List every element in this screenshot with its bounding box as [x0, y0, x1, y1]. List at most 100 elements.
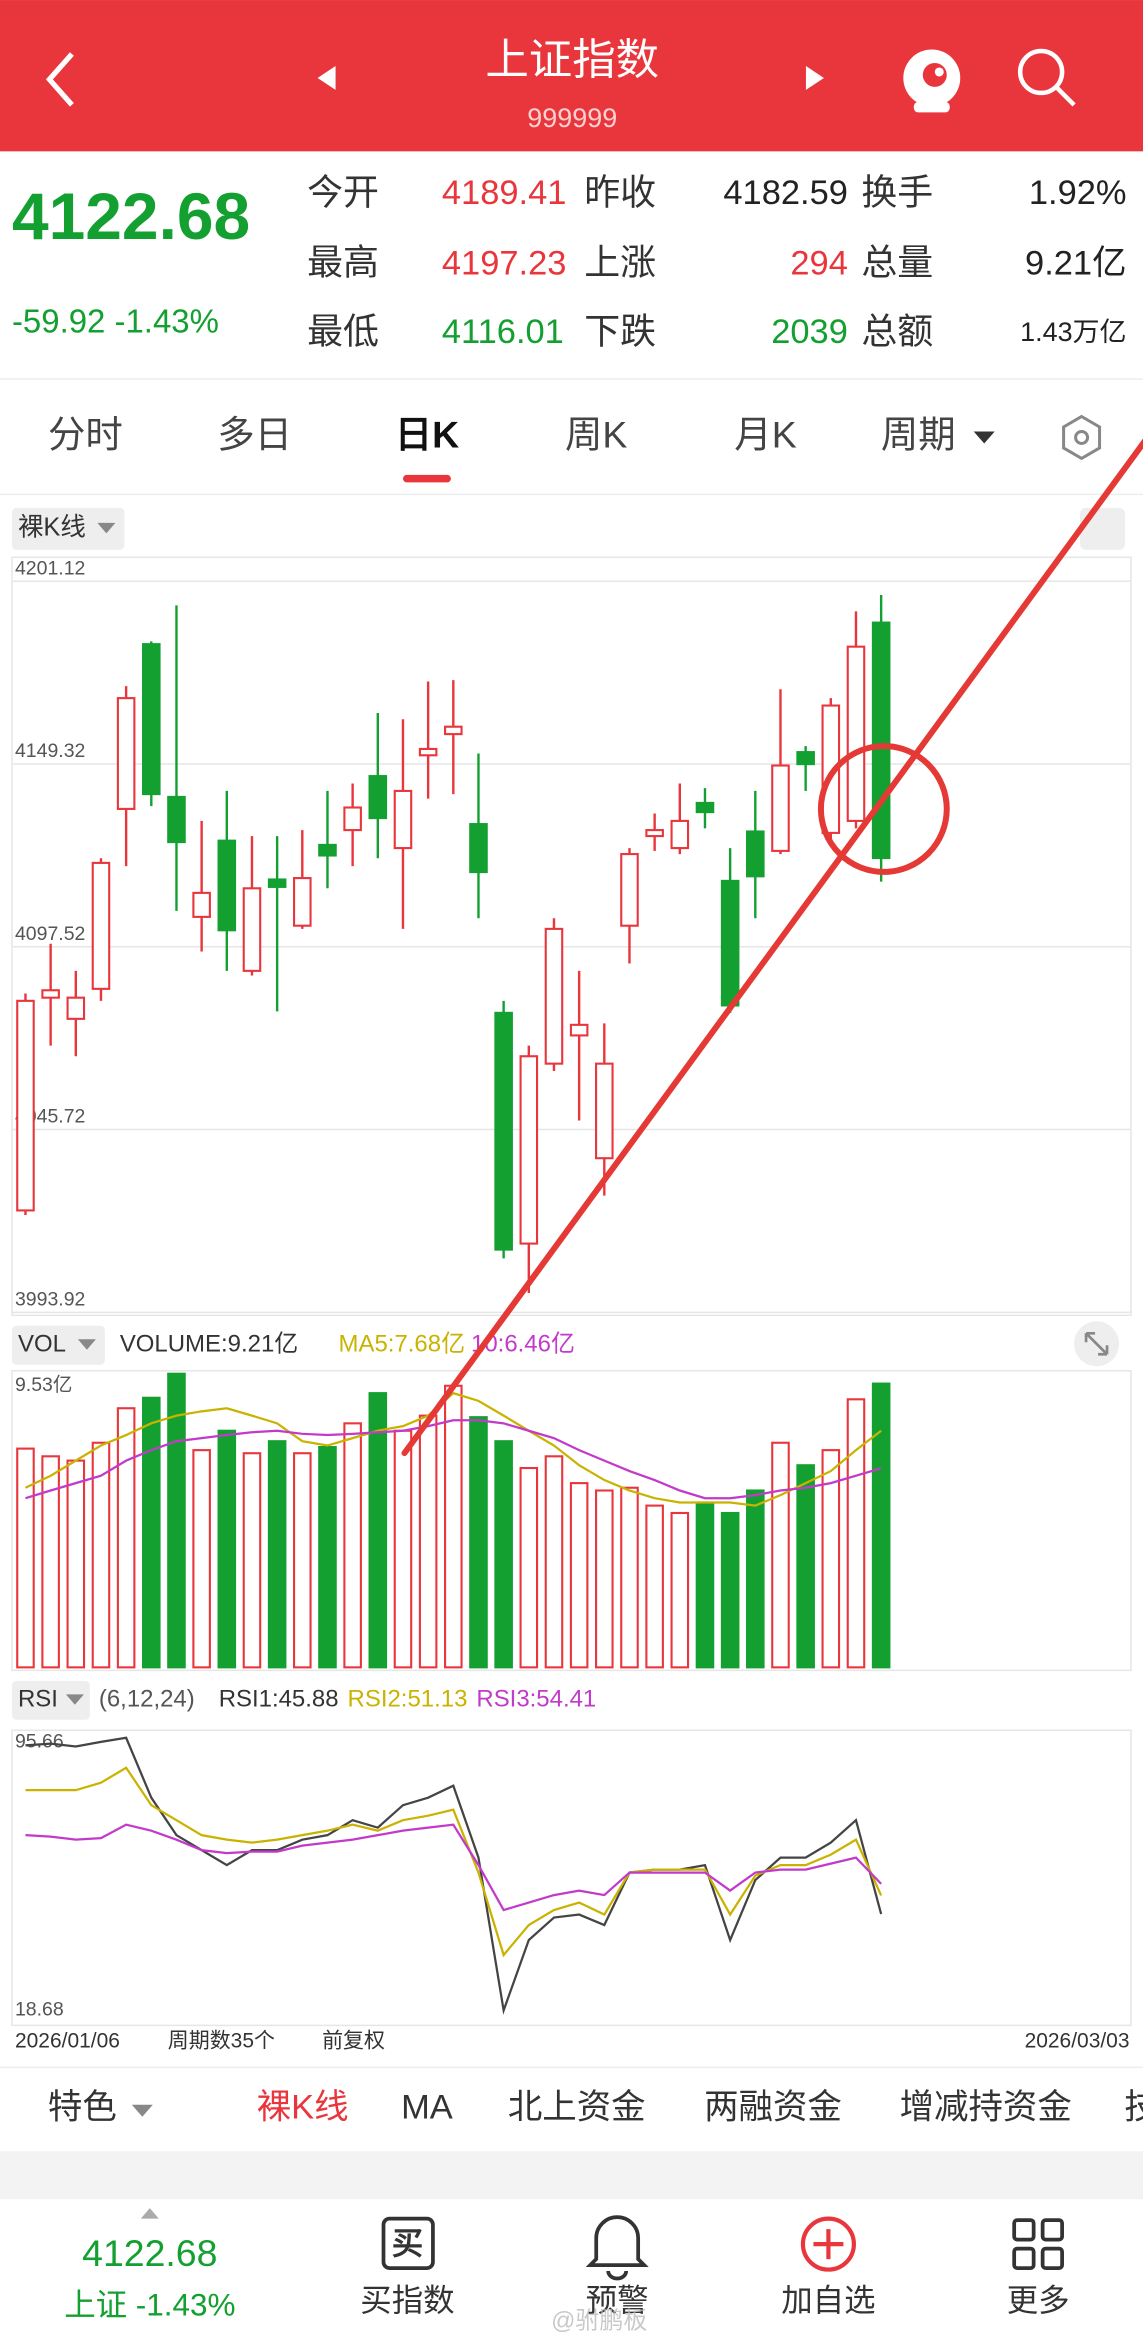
rsi-mode-button[interactable] [11, 1680, 90, 1720]
watermark: @驸鹏板 [551, 2307, 647, 2334]
volume-bar [66, 1459, 86, 1669]
candle-body [771, 764, 790, 852]
period-tab[interactable]: 多日 [217, 413, 292, 455]
volume-bar [569, 1482, 589, 1669]
nav-item[interactable]: 更多 [1007, 2283, 1070, 2318]
indicator-tab[interactable]: MA [401, 2088, 453, 2126]
candle-body [444, 725, 463, 736]
candle-body [871, 621, 891, 860]
volume-legend: VOLUME:9.21亿 [120, 1331, 298, 1358]
candle-body [16, 999, 35, 1212]
period-tab[interactable]: 周K [565, 413, 627, 455]
kline-mode-label: 裸K线 [18, 514, 86, 542]
quote-value: 4116.01 [442, 313, 564, 351]
y-tick-label: 4097.52 [15, 923, 85, 945]
more-cell [1040, 2218, 1064, 2242]
indicator-tab[interactable]: 特色 [48, 2088, 117, 2126]
volume-plot: 9.53亿 [15, 1372, 891, 1669]
candle-body [318, 843, 337, 857]
y-tick-label: 4201.12 [15, 557, 85, 579]
candle-body [242, 887, 262, 972]
volume-bar [670, 1511, 690, 1669]
dropdown-arrow [973, 431, 995, 444]
indicator-line [25, 1419, 882, 1500]
nav-item[interactable]: 加自选 [781, 2283, 875, 2318]
period-tab[interactable]: 周期 [881, 413, 956, 455]
volume-bar [444, 1384, 463, 1669]
period-tab[interactable]: 日K [395, 413, 459, 455]
volume-bar [318, 1446, 337, 1669]
quote-label: 昨收 [584, 171, 656, 212]
buy-icon-text: 买 [392, 2226, 423, 2261]
panel-toggle[interactable] [1080, 507, 1126, 550]
candle-body [167, 795, 186, 844]
candle-body [393, 789, 413, 850]
volume-bar [519, 1466, 539, 1669]
period-count: 周期数35个 [168, 2029, 275, 2052]
back-button[interactable] [45, 52, 74, 107]
indicator-tab[interactable]: 技 [1124, 2088, 1143, 2126]
candle-body [519, 1055, 539, 1245]
candle-body [720, 879, 740, 1007]
search-lens [1017, 48, 1065, 96]
expand-button[interactable] [1074, 1321, 1120, 1367]
candle-body [368, 775, 388, 820]
prev-button[interactable] [317, 65, 336, 90]
more-icon [1012, 2218, 1064, 2270]
indicator-tab[interactable]: 北上资金 [508, 2088, 646, 2126]
volume-ma-legend: MA5:7.68亿 10:6.46亿 [339, 1331, 575, 1358]
dropdown-arrow [131, 2104, 153, 2117]
settings-button[interactable] [1062, 414, 1102, 461]
candle-body [469, 823, 488, 874]
volume-bar [116, 1407, 136, 1669]
legend-entry: RSI2:51.13 [348, 1686, 468, 1713]
volume-bar [494, 1440, 513, 1669]
indicator-tab[interactable]: 增减持资金 [900, 2088, 1072, 2126]
tab-underline [402, 474, 451, 483]
volume-bar [846, 1398, 866, 1669]
volume-bar [167, 1372, 186, 1669]
bottom-nav: 买指数 预警 加自选 更多 [360, 2283, 1069, 2318]
candle-body [746, 830, 765, 878]
volume-bar [142, 1396, 161, 1669]
candle-body [217, 839, 237, 932]
volume-bar [267, 1440, 287, 1669]
indicator-tab[interactable]: 裸K线 [257, 2088, 349, 2126]
quote-label: 今开 [307, 171, 379, 212]
volume-mode-button[interactable] [11, 1325, 105, 1365]
kline-mode-button[interactable] [11, 507, 125, 550]
candle-body [192, 891, 211, 918]
indicator-tab[interactable]: 两融资金 [704, 2088, 842, 2126]
period-tab[interactable]: 分时 [48, 413, 123, 455]
rsi-params: (6,12,24) [99, 1686, 195, 1713]
volume-bar [469, 1416, 488, 1669]
y-tick-label: 9.53亿 [15, 1374, 72, 1396]
period-tab[interactable]: 月K [734, 413, 796, 455]
legend-entry: RSI1:45.88 [219, 1686, 339, 1713]
legend-entry: RSI3:54.41 [476, 1686, 596, 1713]
more-cell [1012, 2246, 1036, 2270]
nav-item[interactable]: 预警 [586, 2283, 649, 2318]
rsi-legend: RSI1:45.88 RSI2:51.13 RSI3:54.41 [219, 1686, 597, 1713]
start-date: 2026/01/06 [15, 2029, 120, 2052]
nav-item[interactable]: 买指数 [360, 2283, 454, 2318]
candle-body [595, 1062, 614, 1160]
volume-bar [16, 1447, 35, 1669]
candle-body [91, 861, 111, 990]
quote-value: 294 [790, 244, 847, 282]
dropdown-arrow [65, 1694, 84, 1705]
collapse-arrow[interactable] [140, 2208, 159, 2219]
y-tick-label: 3993.92 [15, 1288, 85, 1310]
candle-body [821, 704, 841, 834]
adjust-mode: 前复权 [322, 2029, 385, 2052]
volume-bar [595, 1489, 614, 1669]
mascot-button[interactable] [903, 49, 961, 113]
quote-grid: 今开 4189.41 昨收 4182.59 换手 1.92% 最高 4197.23 上涨 294 总… [307, 171, 1126, 351]
search-button[interactable] [1017, 48, 1076, 107]
nav-price: 4122.68 [82, 2232, 217, 2274]
next-button[interactable] [805, 65, 824, 90]
quote-label: 上涨 [584, 242, 656, 283]
candle-body [695, 801, 715, 814]
expand-icon [1084, 1331, 1109, 1356]
